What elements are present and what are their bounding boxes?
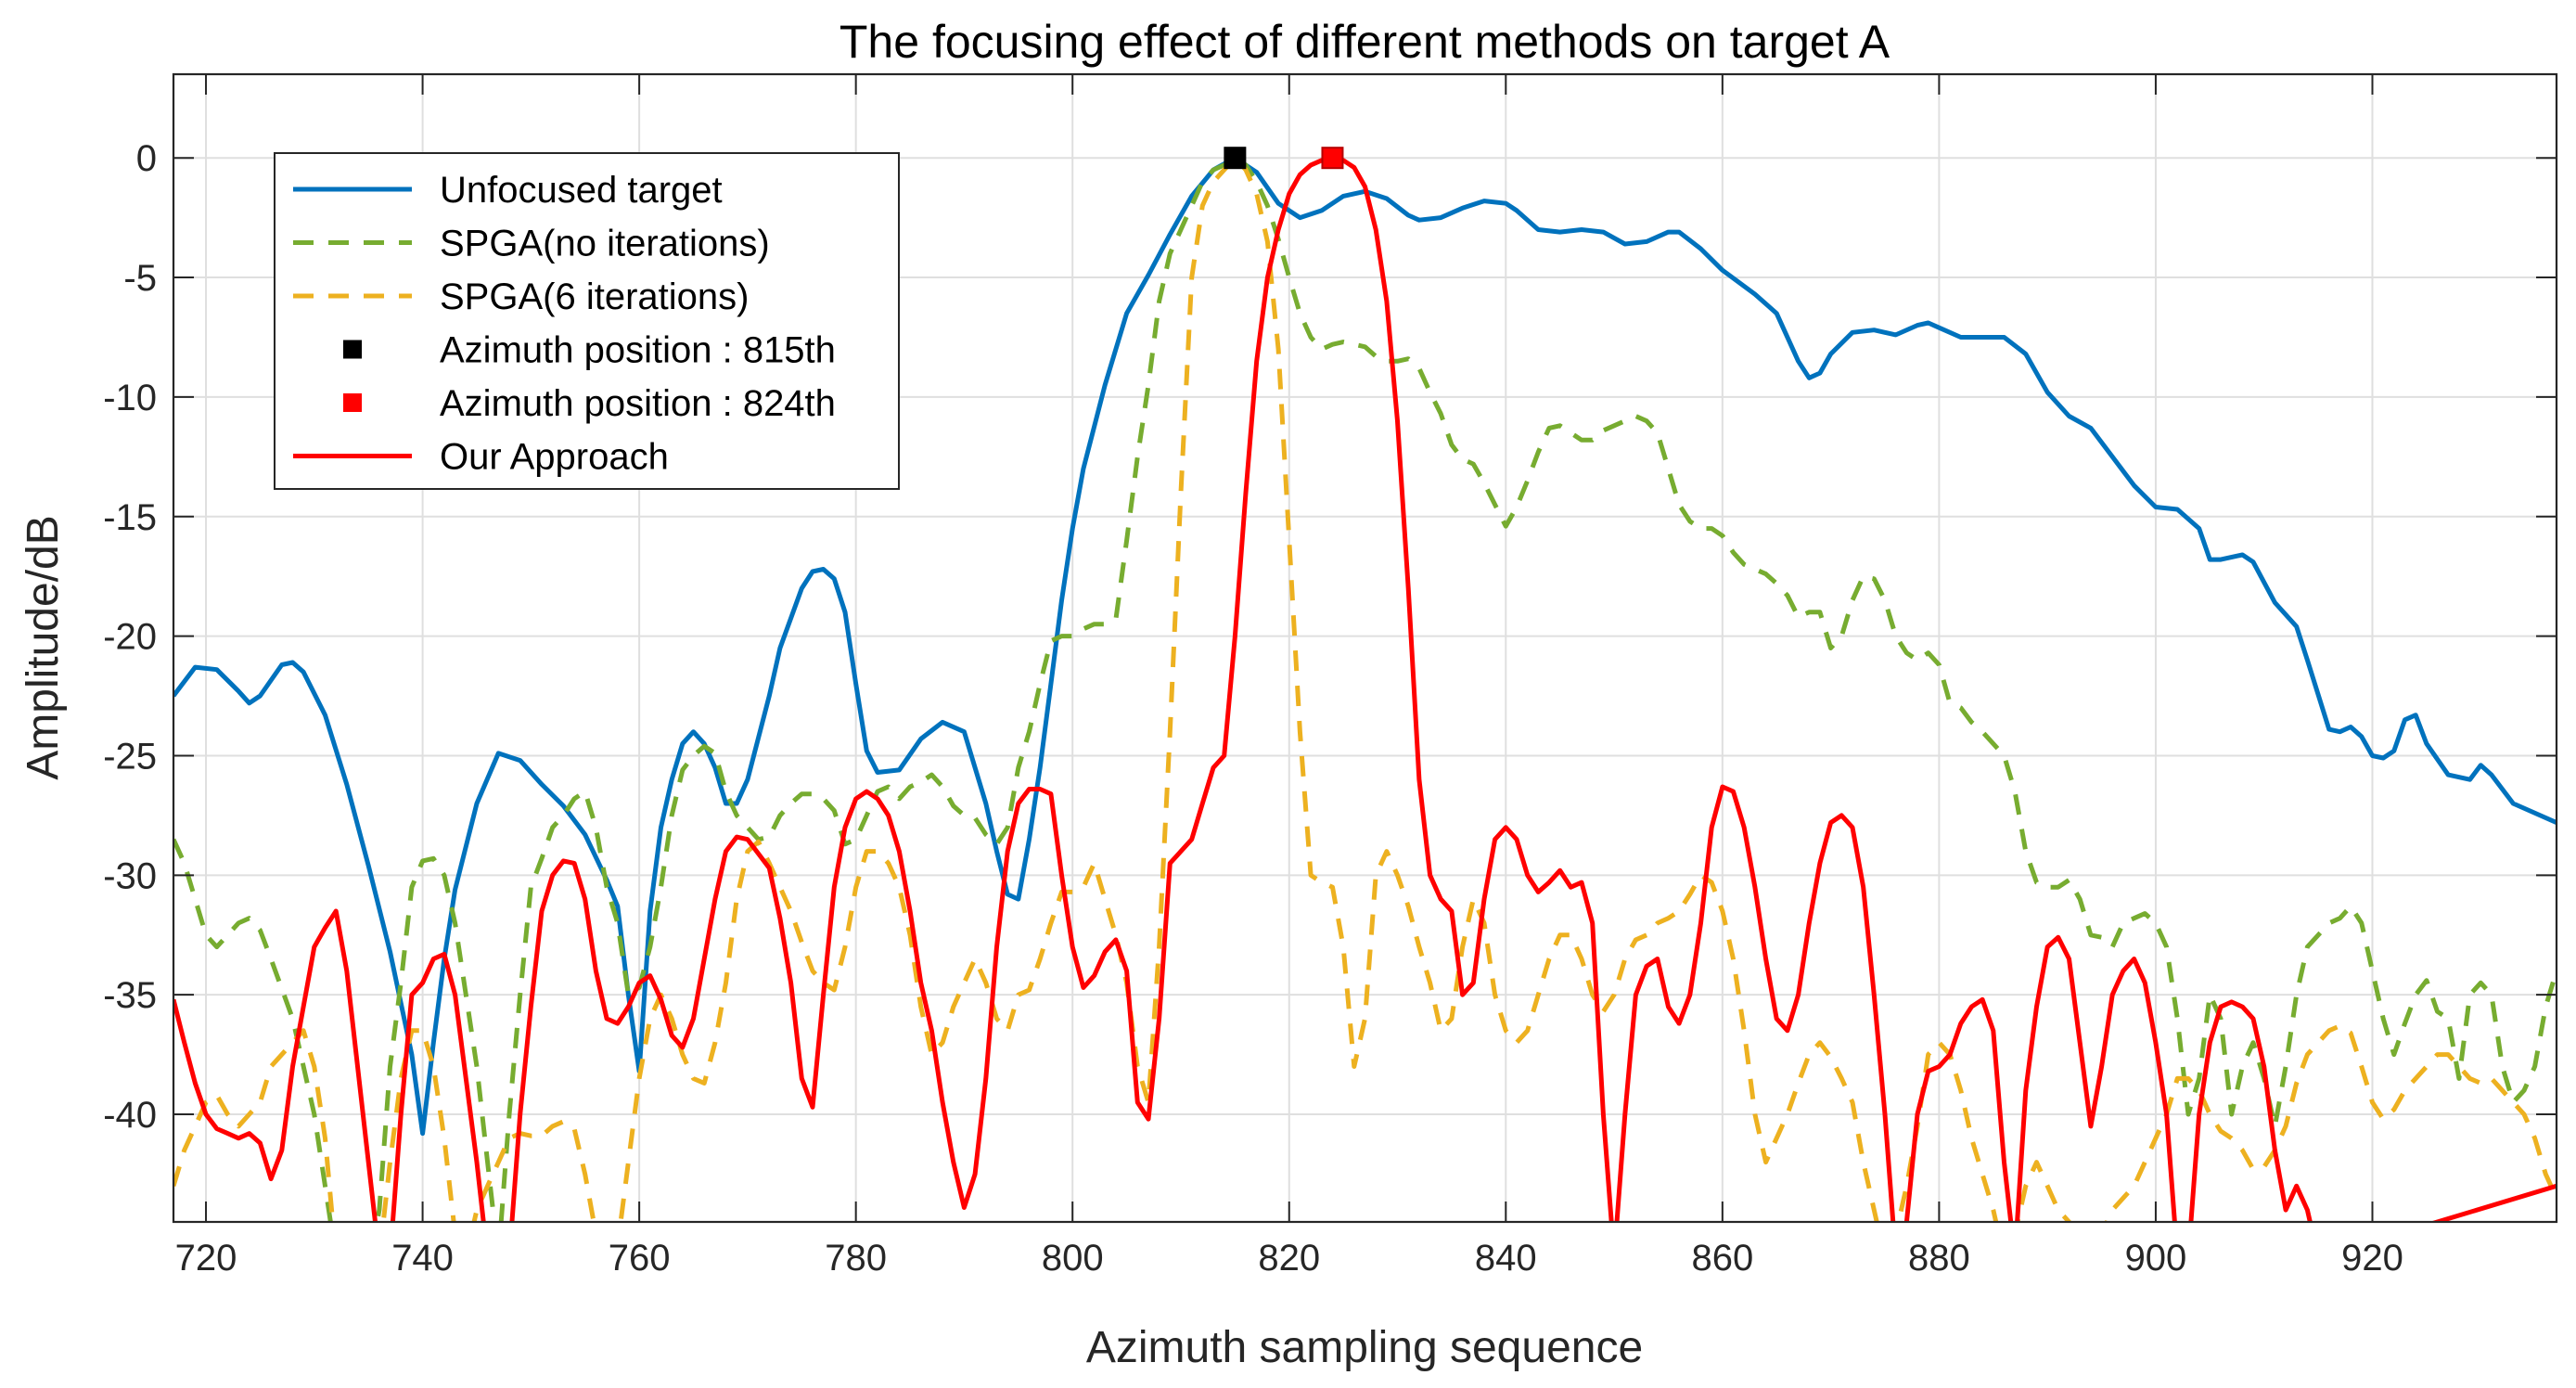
x-axis: 720 740 760 780 800 820 840 860 880 900 920	[175, 74, 2403, 1279]
x-tick-label: 920	[2341, 1238, 2403, 1279]
x-axis-title: Azimuth sampling sequence	[1086, 1323, 1643, 1372]
series-layer	[173, 155, 2557, 1222]
legend-entry: Unfocused target	[440, 170, 723, 211]
y-tick-label: -15	[103, 497, 157, 538]
legend-entry: Azimuth position : 824th	[440, 383, 836, 424]
y-tick-label: -30	[103, 855, 157, 896]
series-spga-no-iterations	[173, 155, 2557, 1222]
marker-815	[1224, 147, 1247, 170]
legend-entry: Azimuth position : 815th	[440, 330, 836, 371]
x-tick-label: 800	[1042, 1238, 1104, 1279]
legend: Unfocused target SPGA(no iterations) SPGA(…	[274, 152, 900, 490]
x-tick-label: 780	[825, 1238, 887, 1279]
y-axis: 0 -5 -10 -15 -20 -25 -30 -35 -40	[103, 138, 2557, 1136]
legend-entry: SPGA(no iterations)	[440, 224, 770, 264]
x-tick-label: 720	[175, 1238, 237, 1279]
y-tick-label: -40	[103, 1095, 157, 1136]
marker-layer	[1224, 147, 1344, 170]
x-tick-label: 840	[1475, 1238, 1537, 1279]
y-tick-label: -35	[103, 975, 157, 1016]
legend-box	[274, 152, 900, 490]
legend-marker-swatch	[343, 393, 362, 412]
x-tick-label: 860	[1691, 1238, 1753, 1279]
y-tick-label: 0	[136, 138, 157, 179]
x-tick-label: 760	[609, 1238, 671, 1279]
chart-title: The focusing effect of different methods…	[839, 16, 1890, 68]
legend-marker-swatch	[343, 340, 362, 359]
x-tick-label: 900	[2125, 1238, 2187, 1279]
series-unfocused-target	[173, 155, 2557, 1137]
marker-824	[1321, 147, 1344, 170]
legend-entry: Our Approach	[440, 437, 669, 478]
y-tick-label: -25	[103, 736, 157, 777]
plot-frame	[172, 72, 2558, 1224]
x-tick-label: 880	[1908, 1238, 1970, 1279]
legend-entry: SPGA(6 iterations)	[440, 276, 749, 317]
x-tick-label: 820	[1258, 1238, 1320, 1279]
y-tick-label: -20	[103, 617, 157, 658]
x-tick-label: 740	[391, 1238, 454, 1279]
series-our-approach	[173, 155, 2557, 1222]
y-tick-label: -5	[123, 258, 157, 299]
series-spga-6-iterations	[173, 155, 2557, 1222]
y-tick-label: -10	[103, 378, 157, 418]
y-axis-title: Amplitude/dB	[19, 515, 68, 780]
